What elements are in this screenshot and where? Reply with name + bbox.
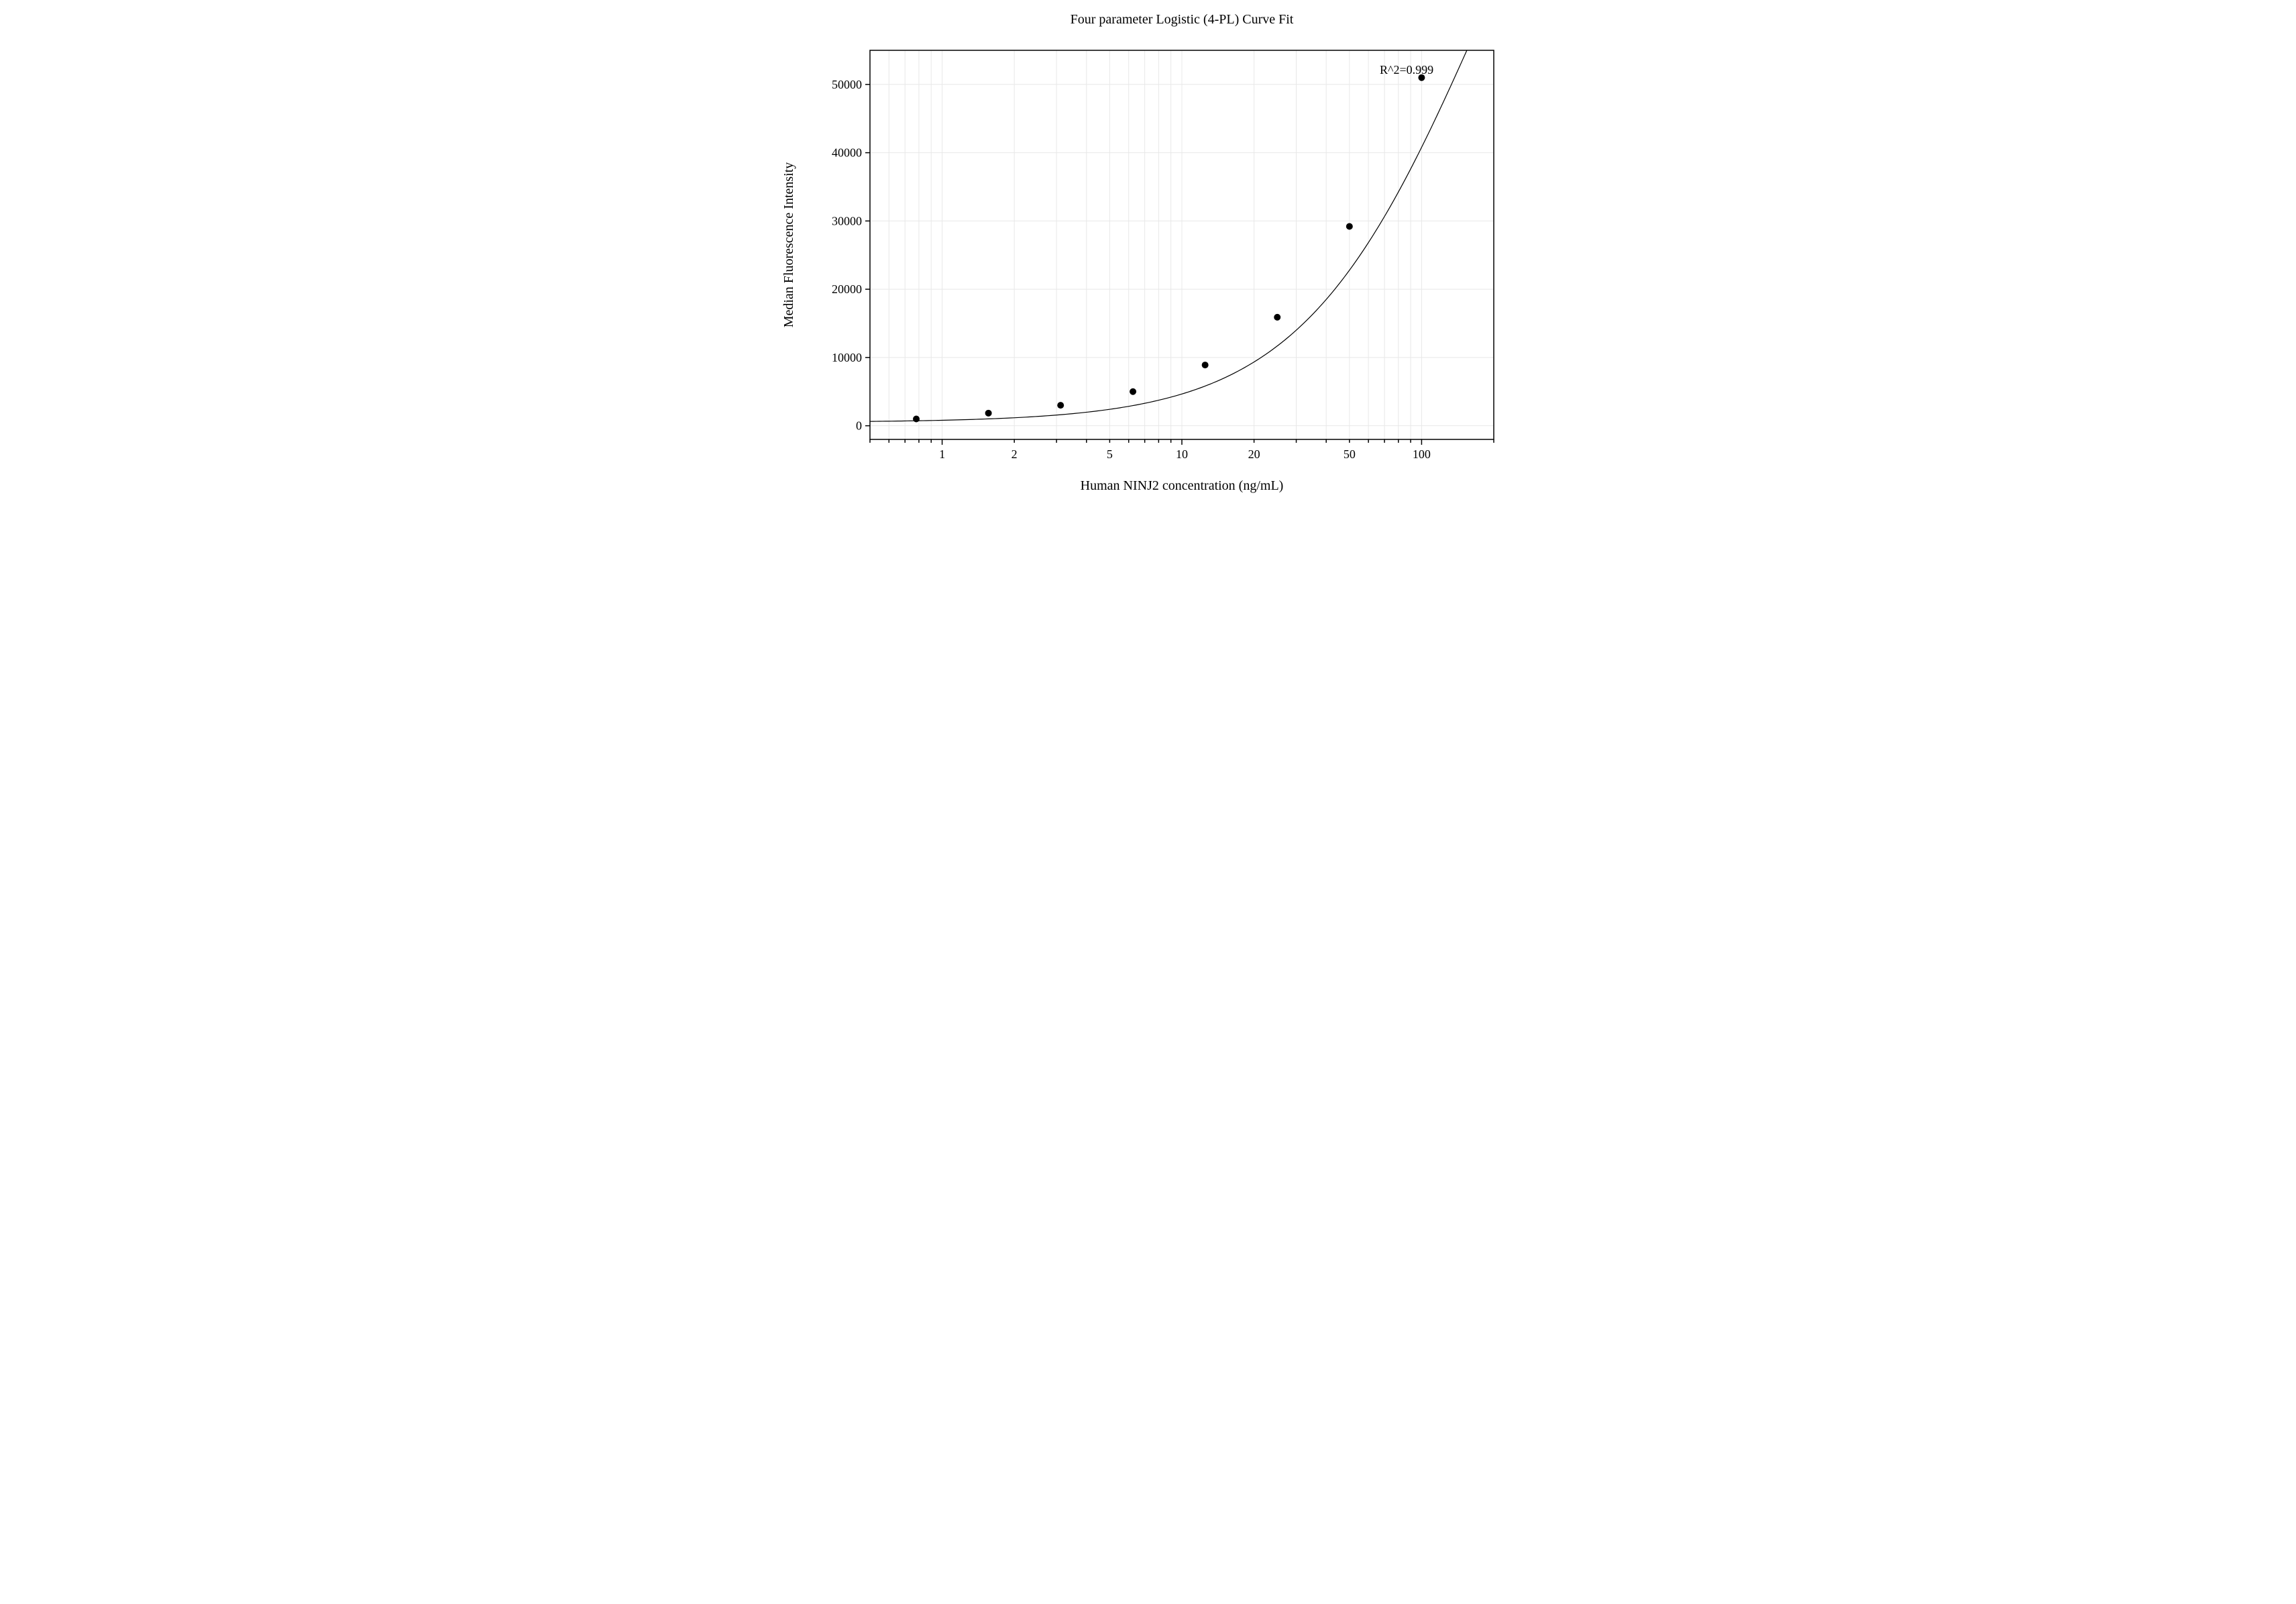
x-tick-label: 100	[1412, 447, 1430, 461]
grid	[870, 50, 1494, 439]
x-tick-label: 5	[1106, 447, 1112, 461]
y-tick-label: 10000	[832, 351, 862, 364]
data-point	[913, 415, 920, 422]
data-point	[1201, 362, 1208, 368]
y-tick-label: 30000	[832, 214, 862, 227]
x-tick-label: 2	[1011, 447, 1017, 461]
y-tick-label: 20000	[832, 282, 862, 296]
x-tick-label: 1	[939, 447, 945, 461]
data-point	[1130, 388, 1136, 395]
x-tick-label: 50	[1343, 447, 1355, 461]
chart-svg: Four parameter Logistic (4-PL) Curve Fit…	[746, 0, 1551, 562]
y-tick-label: 50000	[832, 78, 862, 91]
x-tick-label: 10	[1176, 447, 1188, 461]
r-squared-annotation: R^2=0.999	[1380, 63, 1433, 76]
x-tick-label: 20	[1248, 447, 1260, 461]
data-point	[1274, 314, 1280, 321]
y-axis-label: Median Fluorescence Intensity	[781, 162, 796, 328]
y-tick-label: 0	[856, 419, 862, 433]
data-point	[1346, 223, 1352, 230]
data-point	[985, 410, 991, 417]
chart-container: Four parameter Logistic (4-PL) Curve Fit…	[746, 0, 1551, 562]
x-axis-label: Human NINJ2 concentration (ng/mL)	[1080, 478, 1283, 493]
y-tick-label: 40000	[832, 146, 862, 160]
data-point	[1057, 402, 1064, 409]
chart-title: Four parameter Logistic (4-PL) Curve Fit	[1070, 12, 1293, 27]
